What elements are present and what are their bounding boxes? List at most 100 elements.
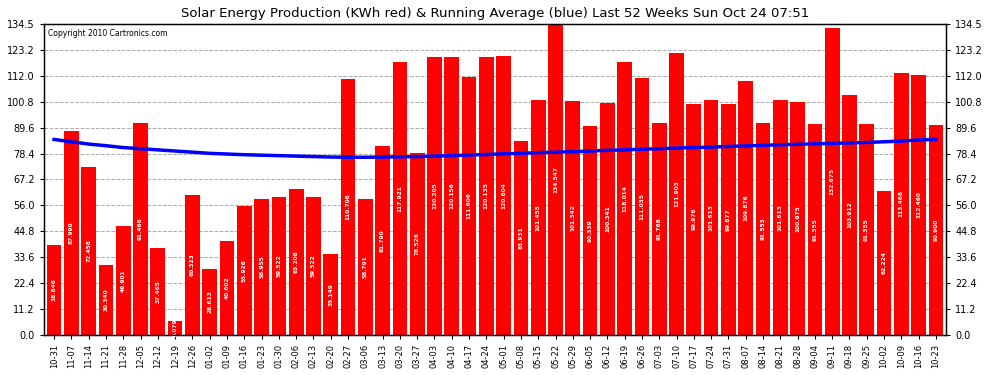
Bar [548,24,563,335]
Text: 121.903: 121.903 [674,180,679,207]
Bar [877,191,891,335]
Text: 101.613: 101.613 [709,204,714,231]
Text: 120.156: 120.156 [449,183,454,209]
Bar [306,197,321,335]
Bar [686,104,701,335]
Bar [669,53,684,335]
Bar [167,321,182,335]
Text: 109.876: 109.876 [743,194,748,221]
Text: 91.466: 91.466 [138,218,143,240]
Text: 90.900: 90.900 [934,219,939,241]
Text: 99.976: 99.976 [691,208,696,231]
Bar [773,100,788,335]
Text: 90.339: 90.339 [588,219,593,242]
Bar [427,57,442,335]
Text: 91.553: 91.553 [760,217,765,240]
Text: 91.768: 91.768 [656,217,661,240]
Bar [739,81,753,335]
Bar [565,100,580,335]
Text: 111.035: 111.035 [640,193,644,220]
Bar [461,77,476,335]
Bar [808,124,823,335]
Bar [842,94,856,335]
Bar [496,56,511,335]
Bar [600,103,615,335]
Bar [859,124,874,335]
Text: 101.342: 101.342 [570,204,575,231]
Text: 58.955: 58.955 [259,255,264,278]
Bar [271,197,286,335]
Text: 63.208: 63.208 [294,251,299,273]
Bar [220,241,235,335]
Text: 134.547: 134.547 [553,166,558,193]
Text: 103.912: 103.912 [847,201,852,228]
Bar [185,195,200,335]
Text: 110.706: 110.706 [346,194,350,220]
Text: 101.455: 101.455 [536,204,541,231]
Bar [99,265,113,335]
Text: 132.675: 132.675 [830,168,835,195]
Text: 60.323: 60.323 [190,254,195,276]
Text: 55.926: 55.926 [242,259,247,282]
Bar [704,100,719,335]
Text: 112.460: 112.460 [916,191,921,218]
Bar [134,123,148,335]
Text: 35.149: 35.149 [329,283,334,306]
Bar [445,57,459,335]
Bar [202,268,217,335]
Bar [324,254,339,335]
Text: 46.901: 46.901 [121,269,126,292]
Text: 62.224: 62.224 [881,251,886,274]
Text: 101.613: 101.613 [778,204,783,231]
Title: Solar Energy Production (KWh red) & Running Average (blue) Last 52 Weeks Sun Oct: Solar Energy Production (KWh red) & Runn… [181,7,809,20]
Text: 28.613: 28.613 [207,290,212,313]
Text: 6.079: 6.079 [172,318,177,337]
Bar [64,131,79,335]
Text: 72.458: 72.458 [86,240,91,262]
Bar [375,146,390,335]
Bar [651,123,666,335]
Text: Copyright 2010 Cartronics.com: Copyright 2010 Cartronics.com [49,28,167,38]
Bar [514,141,529,335]
Text: 83.931: 83.931 [519,226,524,249]
Bar [116,226,131,335]
Text: 100.875: 100.875 [795,205,800,232]
Text: 59.522: 59.522 [311,255,316,278]
Text: 78.526: 78.526 [415,232,420,255]
Bar [254,198,269,335]
Bar [790,102,805,335]
Bar [358,199,372,335]
Bar [721,104,736,335]
Text: 120.604: 120.604 [501,182,506,209]
Text: 99.877: 99.877 [726,208,731,231]
Bar [410,153,425,335]
Bar [289,189,304,335]
Bar [479,57,494,335]
Text: 81.790: 81.790 [380,229,385,252]
Text: 30.340: 30.340 [104,288,109,311]
Text: 118.014: 118.014 [622,185,628,212]
Text: 38.846: 38.846 [51,279,56,302]
Bar [47,245,61,335]
Bar [894,72,909,335]
Text: 91.355: 91.355 [813,218,818,241]
Text: 91.355: 91.355 [864,218,869,241]
Text: 37.465: 37.465 [155,280,160,303]
Text: 40.602: 40.602 [225,276,230,299]
Text: 113.468: 113.468 [899,190,904,217]
Text: 87.990: 87.990 [69,222,74,245]
Bar [341,79,355,335]
Bar [929,124,943,335]
Text: 120.205: 120.205 [432,183,437,209]
Bar [825,28,840,335]
Bar [237,206,251,335]
Bar [618,62,632,335]
Text: 120.135: 120.135 [484,183,489,209]
Text: 58.791: 58.791 [362,255,368,278]
Bar [755,123,770,335]
Text: 100.341: 100.341 [605,206,610,232]
Bar [531,100,545,335]
Bar [911,75,926,335]
Bar [583,126,597,335]
Text: 117.921: 117.921 [397,185,402,212]
